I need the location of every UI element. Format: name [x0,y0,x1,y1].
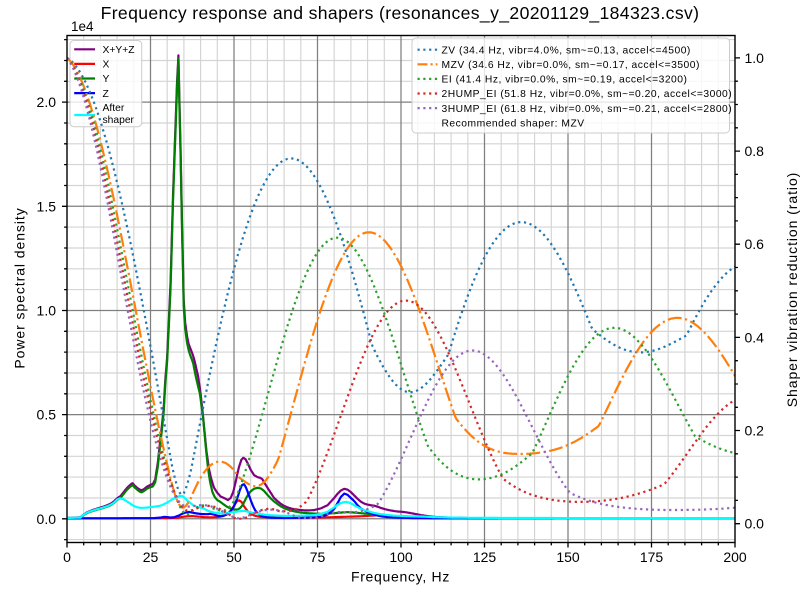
svg-text:0: 0 [63,549,71,565]
svg-text:0.2: 0.2 [745,423,765,439]
svg-text:125: 125 [473,549,497,565]
svg-text:EI (41.4 Hz, vibr=0.0%, sm~=0.: EI (41.4 Hz, vibr=0.0%, sm~=0.19, accel<… [442,75,688,86]
svg-text:75: 75 [310,549,326,565]
svg-text:200: 200 [723,549,747,565]
svg-text:175: 175 [640,549,664,565]
svg-text:Frequency response and shapers: Frequency response and shapers (resonanc… [101,3,700,24]
svg-text:shaper: shaper [103,115,135,126]
svg-text:Y: Y [103,74,110,85]
svg-text:0.0: 0.0 [745,516,765,532]
svg-text:1.0: 1.0 [745,50,765,66]
svg-text:X+Y+Z: X+Y+Z [103,45,135,56]
svg-text:150: 150 [556,549,580,565]
svg-text:1e4: 1e4 [71,19,94,34]
svg-text:MZV (34.6 Hz, vibr=0.0%, sm~=0: MZV (34.6 Hz, vibr=0.0%, sm~=0.17, accel… [442,60,700,71]
svg-text:1.5: 1.5 [37,198,57,214]
svg-text:2HUMP_EI (51.8 Hz, vibr=0.0%,: 2HUMP_EI (51.8 Hz, vibr=0.0%, sm~=0.20, … [442,89,733,100]
svg-text:25: 25 [143,549,159,565]
svg-text:0.6: 0.6 [745,236,765,252]
svg-text:Frequency, Hz: Frequency, Hz [351,569,450,585]
svg-text:50: 50 [226,549,242,565]
svg-text:2.0: 2.0 [37,94,57,110]
svg-text:100: 100 [389,549,413,565]
svg-text:0.0: 0.0 [37,511,57,527]
svg-text:Shaper vibration reduction (ra: Shaper vibration reduction (ratio) [784,172,800,408]
svg-text:Power spectral density: Power spectral density [12,207,28,368]
svg-text:Recommended shaper: MZV: Recommended shaper: MZV [442,118,585,129]
svg-text:ZV (34.4 Hz, vibr=4.0%, sm~=0.: ZV (34.4 Hz, vibr=4.0%, sm~=0.13, accel<… [442,45,691,56]
svg-text:0.5: 0.5 [37,407,57,423]
svg-text:3HUMP_EI (61.8 Hz, vibr=0.0%,: 3HUMP_EI (61.8 Hz, vibr=0.0%, sm~=0.21, … [442,104,733,115]
svg-text:0.4: 0.4 [745,329,765,345]
svg-text:After: After [103,103,125,114]
svg-text:X: X [103,60,110,71]
svg-text:1.0: 1.0 [37,303,57,319]
svg-text:0.8: 0.8 [745,143,765,159]
svg-text:Z: Z [103,89,109,100]
